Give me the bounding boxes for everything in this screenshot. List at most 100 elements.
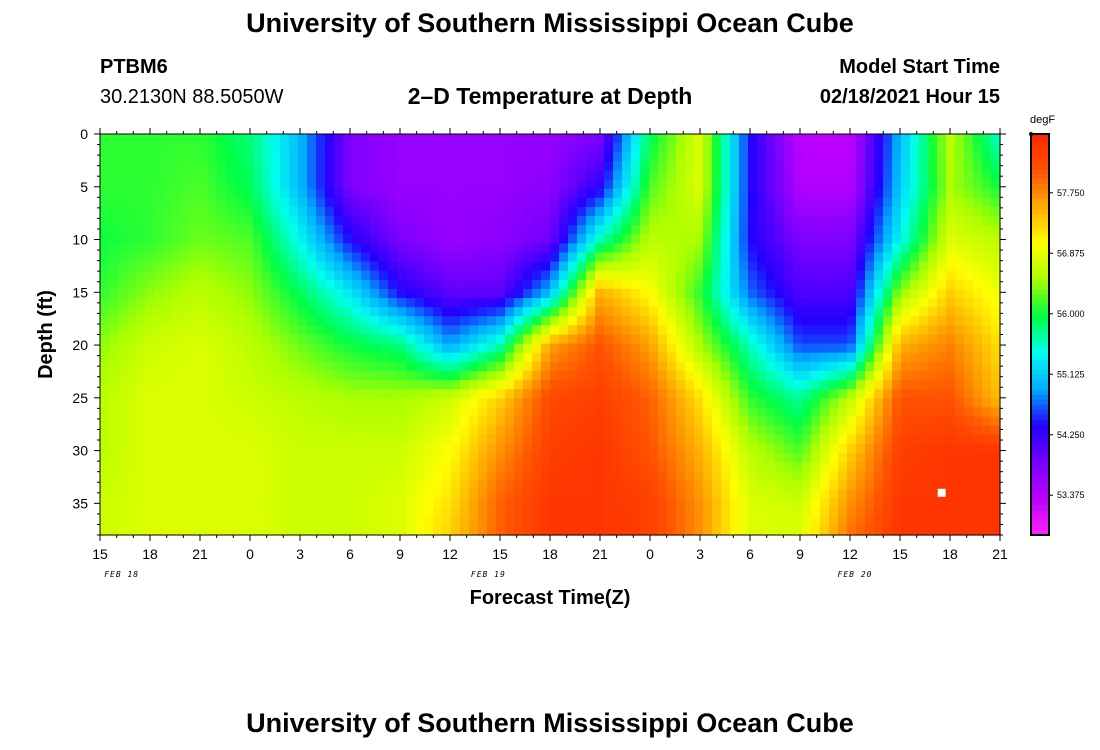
heatmap-cell bbox=[532, 279, 542, 290]
heatmap-cell bbox=[739, 452, 749, 463]
heatmap-cell bbox=[460, 516, 470, 527]
heatmap-cell bbox=[667, 307, 677, 317]
heatmap-cell bbox=[469, 489, 479, 500]
heatmap-cell bbox=[802, 298, 812, 308]
heatmap-cell bbox=[181, 307, 191, 317]
heatmap-cell bbox=[964, 234, 974, 244]
heatmap-cell bbox=[595, 452, 605, 463]
heatmap-cell bbox=[676, 252, 686, 263]
heatmap-cell bbox=[127, 352, 137, 363]
heatmap-cell bbox=[946, 443, 956, 454]
heatmap-cell bbox=[955, 252, 965, 263]
heatmap-cell bbox=[406, 443, 416, 454]
heatmap-cell bbox=[559, 380, 569, 390]
heatmap-cell bbox=[451, 307, 461, 317]
heatmap-cell bbox=[478, 252, 488, 263]
heatmap-cell bbox=[460, 370, 470, 381]
heatmap-cell bbox=[712, 416, 722, 427]
heatmap-cell bbox=[415, 252, 425, 263]
heatmap-cell bbox=[379, 216, 389, 226]
heatmap-cell bbox=[388, 452, 398, 463]
heatmap-cell bbox=[460, 225, 470, 235]
heatmap-cell bbox=[667, 398, 677, 409]
heatmap-cell bbox=[541, 334, 551, 345]
x-tick-label: 3 bbox=[696, 546, 704, 562]
heatmap-cell bbox=[253, 452, 263, 463]
heatmap-cell bbox=[622, 134, 632, 144]
heatmap-cell bbox=[640, 161, 650, 172]
heatmap-cell bbox=[190, 316, 200, 326]
heatmap-cell bbox=[757, 298, 767, 308]
heatmap-cell bbox=[721, 325, 731, 336]
heatmap-cell bbox=[136, 434, 146, 445]
heatmap-cell bbox=[964, 361, 974, 372]
heatmap-cell bbox=[451, 134, 461, 144]
heatmap-cell bbox=[883, 261, 893, 272]
heatmap-cell bbox=[307, 516, 317, 527]
heatmap-cell bbox=[667, 170, 677, 181]
heatmap-cell bbox=[478, 188, 488, 199]
heatmap-cell bbox=[793, 361, 803, 372]
heatmap-cell bbox=[289, 325, 299, 336]
heatmap-cell bbox=[523, 197, 533, 208]
heatmap-cell bbox=[280, 525, 290, 536]
heatmap-cell bbox=[775, 216, 785, 226]
heatmap-cell bbox=[172, 452, 182, 463]
heatmap-cell bbox=[496, 279, 506, 290]
heatmap-cell bbox=[208, 507, 218, 518]
heatmap-cell bbox=[172, 243, 182, 254]
heatmap-cell bbox=[316, 243, 326, 254]
heatmap-cell bbox=[190, 307, 200, 317]
heatmap-cell bbox=[307, 407, 317, 418]
heatmap-cell bbox=[478, 225, 488, 235]
heatmap-cell bbox=[253, 434, 263, 445]
heatmap-cell bbox=[685, 206, 695, 217]
heatmap-cell bbox=[109, 389, 119, 399]
heatmap-cell bbox=[379, 462, 389, 472]
heatmap-cell bbox=[901, 343, 911, 354]
heatmap-cell bbox=[253, 398, 263, 409]
heatmap-cell bbox=[946, 398, 956, 409]
heatmap-cell bbox=[199, 416, 209, 427]
heatmap-cell bbox=[154, 298, 164, 308]
heatmap-cell bbox=[982, 161, 992, 172]
heatmap-cell bbox=[775, 480, 785, 491]
heatmap-cell bbox=[919, 161, 929, 172]
heatmap-cell bbox=[496, 425, 506, 436]
heatmap-cell bbox=[811, 307, 821, 317]
heatmap-cell bbox=[712, 452, 722, 463]
heatmap-cell bbox=[100, 525, 110, 536]
heatmap-cell bbox=[541, 143, 551, 153]
heatmap-cell bbox=[604, 434, 614, 445]
heatmap-cell bbox=[982, 270, 992, 281]
heatmap-cell bbox=[523, 352, 533, 363]
heatmap-cell bbox=[649, 398, 659, 409]
heatmap-cell bbox=[784, 471, 794, 481]
heatmap-cell bbox=[154, 416, 164, 427]
heatmap-cell bbox=[883, 243, 893, 254]
heatmap-cell bbox=[325, 143, 335, 153]
heatmap-cell bbox=[451, 425, 461, 436]
heatmap-cell bbox=[820, 516, 830, 527]
heatmap-cell bbox=[595, 170, 605, 181]
heatmap-cell bbox=[397, 261, 407, 272]
heatmap-cell bbox=[226, 516, 236, 527]
heatmap-cell bbox=[460, 270, 470, 281]
heatmap-cell bbox=[748, 434, 758, 445]
heatmap-cell bbox=[424, 443, 434, 454]
heatmap-cell bbox=[802, 361, 812, 372]
heatmap-cell bbox=[325, 134, 335, 144]
heatmap-cell bbox=[136, 234, 146, 244]
heatmap-cell bbox=[280, 325, 290, 336]
heatmap-cell bbox=[667, 498, 677, 509]
heatmap-cell bbox=[595, 507, 605, 518]
heatmap-cell bbox=[496, 498, 506, 509]
heatmap-cell bbox=[505, 288, 515, 299]
heatmap-cell bbox=[937, 398, 947, 409]
heatmap-cell bbox=[973, 288, 983, 299]
heatmap-cell bbox=[280, 425, 290, 436]
heatmap-cell bbox=[901, 279, 911, 290]
heatmap-cell bbox=[919, 380, 929, 390]
heatmap-cell bbox=[820, 489, 830, 500]
heatmap-cell bbox=[595, 243, 605, 254]
